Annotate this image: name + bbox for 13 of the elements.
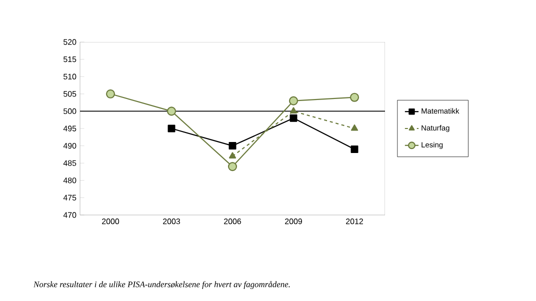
point [290, 114, 298, 122]
point [166, 106, 176, 116]
point [106, 89, 116, 98]
point [350, 124, 358, 131]
text: Norske resultater i de ulike PISA-undersøkelsene for hvert av fagområdene. [33, 281, 290, 289]
point [288, 96, 298, 106]
point [228, 162, 238, 172]
point [350, 92, 360, 102]
point [350, 146, 358, 153]
point [228, 152, 236, 158]
point [168, 124, 176, 132]
point [228, 142, 236, 150]
point [290, 107, 298, 114]
